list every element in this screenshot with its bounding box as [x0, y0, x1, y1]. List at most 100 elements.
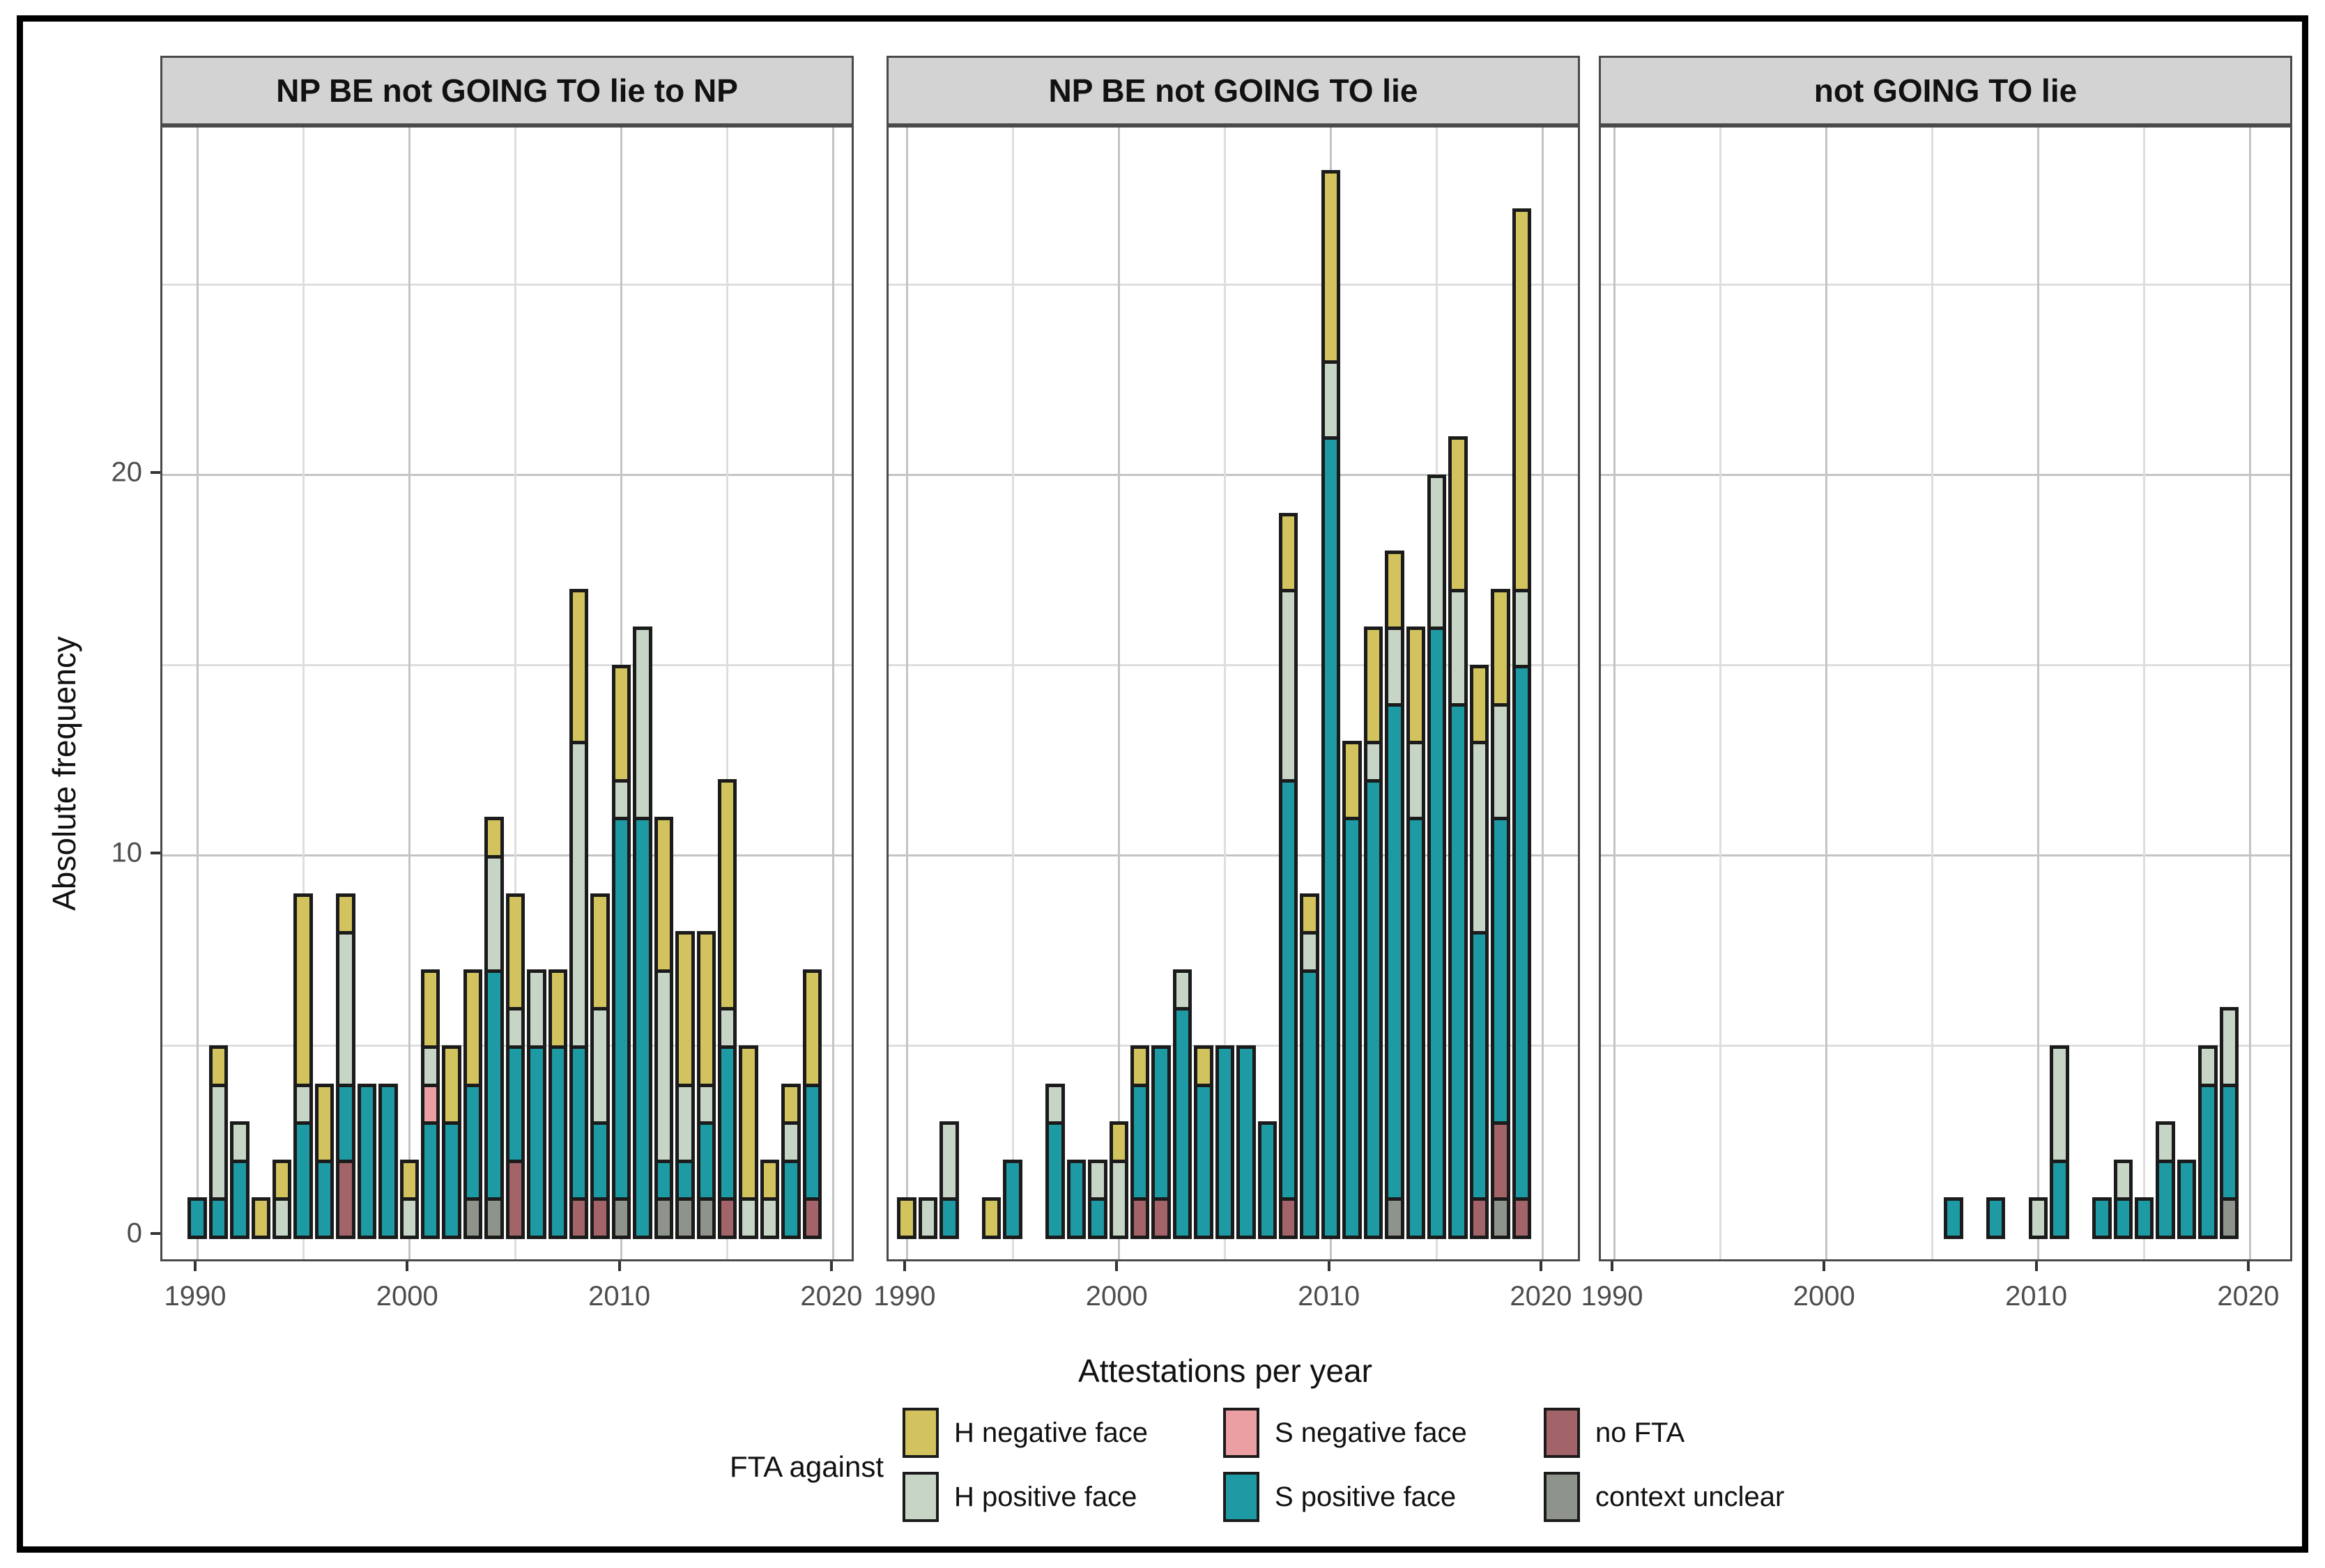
bar-segment: [1512, 588, 1532, 668]
bar-segment: [1406, 741, 1425, 821]
bar-segment: [1215, 1045, 1235, 1239]
legend-label: no FTA: [1595, 1417, 1685, 1448]
bar-segment: [1279, 512, 1298, 592]
bar-segment: [1045, 1083, 1065, 1125]
bar-segment: [2050, 1159, 2069, 1239]
legend-label: H positive face: [954, 1481, 1137, 1512]
bar-segment: [590, 1197, 610, 1239]
legend-label: S positive face: [1275, 1481, 1457, 1512]
legend-item: S positive face: [1223, 1472, 1456, 1522]
gridline: [162, 664, 852, 666]
bar-segment: [1300, 931, 1319, 973]
bar-segment: [463, 1197, 483, 1239]
legend-item: S negative face: [1223, 1408, 1467, 1458]
bar-segment: [273, 1159, 292, 1201]
bar-segment: [590, 1007, 610, 1125]
legend-swatch-H_negative: [903, 1408, 939, 1458]
legend-swatch-S_positive: [1223, 1472, 1259, 1522]
bar-segment: [1448, 436, 1468, 592]
x-tick-label: 1990: [164, 1281, 227, 1312]
bar-segment: [1469, 741, 1489, 935]
gridline: [162, 284, 852, 286]
gridline: [1011, 128, 1014, 1259]
bar-segment: [505, 1045, 525, 1163]
facet-strip-3: not GOING TO lie: [1599, 56, 2292, 125]
gridline: [194, 1261, 197, 1271]
bar-segment: [442, 1045, 461, 1125]
bar-segment: [2198, 1045, 2218, 1087]
bar-segment: [569, 1197, 589, 1239]
bar-segment: [527, 969, 546, 1049]
bar-segment: [569, 1045, 589, 1201]
legend-label: H negative face: [954, 1417, 1148, 1448]
bar-segment: [1321, 436, 1341, 1239]
bar-segment: [1045, 1121, 1065, 1239]
bar-segment: [484, 817, 504, 859]
gridline: [1601, 1045, 2290, 1047]
x-axis-title: Attestations per year: [1078, 1353, 1372, 1389]
gridline: [151, 1232, 160, 1235]
y-tick-label: 10: [111, 837, 143, 868]
bar-segment: [897, 1197, 916, 1239]
gridline: [889, 284, 1578, 286]
gridline: [1223, 128, 1226, 1259]
bar-segment: [336, 1083, 355, 1163]
y-tick-label: 20: [111, 456, 143, 488]
bar-segment: [1236, 1045, 1256, 1239]
gridline: [1601, 854, 2290, 856]
bar-segment: [251, 1197, 270, 1239]
facet-panel-2: [887, 125, 1580, 1261]
gridline: [2249, 128, 2252, 1259]
gridline: [1601, 474, 2290, 476]
bar-segment: [802, 1197, 822, 1239]
bar-segment: [1109, 1121, 1128, 1163]
facet-title-3: not GOING TO lie: [1813, 72, 2078, 109]
bar-segment: [982, 1197, 1002, 1239]
y-tick-label: 0: [126, 1217, 142, 1249]
gridline: [2034, 1261, 2038, 1271]
gridline: [726, 128, 729, 1259]
x-tick-label: 2000: [1793, 1281, 1855, 1312]
bar-segment: [802, 1083, 822, 1201]
bar-segment: [293, 1121, 313, 1239]
gridline: [1613, 128, 1616, 1259]
bar-segment: [781, 1083, 801, 1125]
legend-swatch-S_negative: [1223, 1408, 1259, 1458]
bar-segment: [1194, 1083, 1213, 1239]
gridline: [302, 128, 305, 1259]
bar-segment: [1066, 1159, 1087, 1239]
x-tick-label: 2010: [1298, 1281, 1360, 1312]
bar-segment: [654, 1159, 674, 1201]
bar-segment: [781, 1159, 801, 1239]
bar-segment: [696, 1121, 716, 1201]
bar-segment: [1385, 702, 1404, 1201]
gridline: [1539, 1261, 1542, 1271]
x-tick-label: 2020: [2217, 1281, 2280, 1312]
gridline: [2246, 1261, 2250, 1271]
legend-swatch-context_unclear: [1544, 1472, 1580, 1522]
bar-segment: [1342, 817, 1362, 1239]
bar-segment: [1406, 627, 1425, 745]
x-tick-label: 2000: [1085, 1281, 1148, 1312]
gridline: [829, 1261, 833, 1271]
bar-segment: [1279, 778, 1298, 1201]
gridline: [2143, 128, 2146, 1259]
bar-segment: [1279, 588, 1298, 783]
x-tick-label: 2000: [376, 1281, 438, 1312]
bar-segment: [1257, 1121, 1277, 1239]
x-tick-label: 1990: [1581, 1281, 1643, 1312]
bar-segment: [1088, 1197, 1107, 1239]
bar-segment: [1130, 1083, 1150, 1201]
bar-segment: [484, 855, 504, 973]
gridline: [196, 128, 199, 1259]
gridline: [2037, 128, 2040, 1259]
bar-segment: [1491, 817, 1510, 1125]
bar-segment: [718, 1197, 737, 1239]
bar-segment: [421, 1121, 440, 1239]
gridline: [406, 1261, 409, 1271]
bar-segment: [1448, 588, 1468, 707]
x-tick-label: 1990: [873, 1281, 936, 1312]
bar-segment: [675, 1197, 695, 1239]
legend-label: context unclear: [1595, 1481, 1785, 1512]
